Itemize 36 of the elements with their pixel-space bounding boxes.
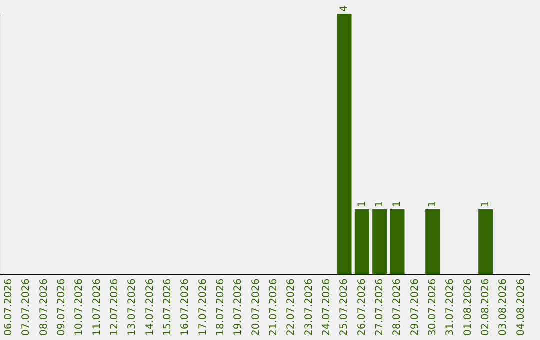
x-tick-label: 10.07.2026 — [74, 278, 86, 336]
x-tick-label: 17.07.2026 — [198, 278, 209, 336]
x-tick-label: 12.07.2026 — [109, 278, 120, 336]
x-tick-label: 26.07.2026 — [356, 278, 368, 336]
x-tick-label: 30.07.2026 — [427, 278, 438, 336]
x-tick-label: 23.07.2026 — [304, 278, 315, 336]
x-tick-label: 15.07.2026 — [162, 278, 174, 336]
x-tick-label: 31.07.2026 — [445, 278, 456, 336]
data-label: 1 — [392, 201, 404, 208]
x-tick-label: 06.07.2026 — [3, 278, 14, 336]
data-label: 1 — [374, 201, 386, 208]
x-tick-label: 27.07.2026 — [374, 278, 386, 336]
x-tick-label: 02.08.2026 — [480, 278, 492, 336]
data-label: 1 — [427, 201, 438, 208]
data-label: 4 — [339, 6, 350, 12]
x-tick-label: 21.07.2026 — [268, 278, 280, 336]
x-tick-label: 18.07.2026 — [215, 278, 226, 336]
x-tick-label: 24.07.2026 — [321, 278, 332, 336]
x-tick-label: 08.07.2026 — [38, 278, 50, 336]
x-tick-label: 22.07.2026 — [286, 278, 298, 336]
x-tick-label: 03.08.2026 — [498, 278, 510, 336]
x-tick-label: 11.07.2026 — [92, 278, 103, 336]
x-tick-label: 25.07.2026 — [339, 278, 350, 336]
data-label: 1 — [356, 201, 368, 208]
x-tick-label: 14.07.2026 — [144, 278, 156, 336]
data-label: 1 — [480, 201, 492, 208]
x-tick-label: 13.07.2026 — [127, 278, 138, 336]
x-tick-label: 20.07.2026 — [250, 278, 262, 336]
x-tick-label: 16.07.2026 — [180, 278, 192, 336]
x-tick-label: 07.07.2026 — [21, 278, 32, 336]
x-tick-label: 28.07.2026 — [392, 278, 404, 336]
x-tick-label: 09.07.2026 — [56, 278, 68, 336]
x-tick-label: 04.08.2026 — [516, 278, 527, 336]
x-tick-label: 01.08.2026 — [462, 278, 474, 336]
x-tick-label: 29.07.2026 — [410, 278, 421, 336]
x-tick-label: 19.07.2026 — [233, 278, 244, 336]
